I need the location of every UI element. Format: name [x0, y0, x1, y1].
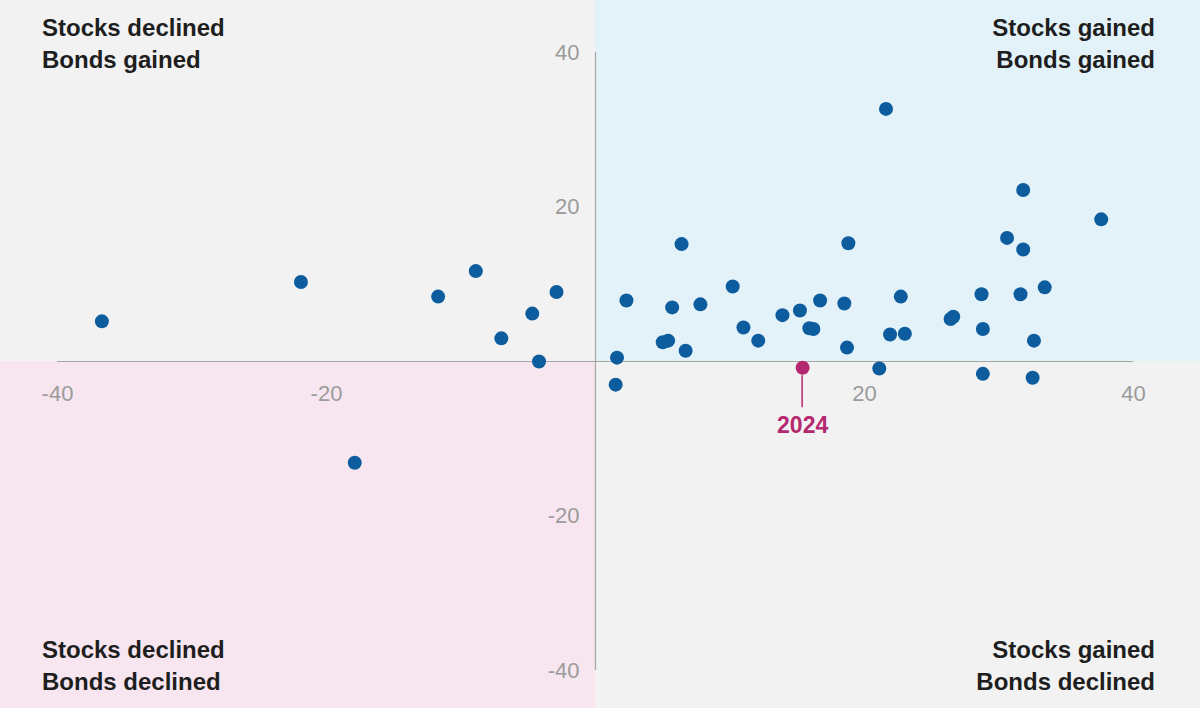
html-text:Stocks declined: Stocks declined: [42, 14, 225, 41]
svg-text:20: 20: [852, 381, 876, 406]
svg-text:2024: 2024: [777, 412, 828, 438]
html-text:Stocks gained: Stocks gained: [992, 14, 1155, 41]
html-text:Stocks declined: Stocks declined: [42, 636, 225, 663]
html-text:Bonds declined: Bonds declined: [976, 668, 1155, 695]
svg-text:-40: -40: [42, 381, 74, 406]
html-text:Bonds gained: Bonds gained: [996, 46, 1155, 73]
svg-text:-20: -20: [311, 381, 343, 406]
svg-text:40: 40: [1121, 381, 1145, 406]
html-text:Bonds gained: Bonds gained: [42, 46, 201, 73]
svg-text:-20: -20: [548, 503, 580, 528]
svg-text:20: 20: [555, 194, 579, 219]
html-text:Stocks gained: Stocks gained: [992, 636, 1155, 663]
svg-text:-40: -40: [548, 658, 580, 683]
html-text:Bonds declined: Bonds declined: [42, 668, 221, 695]
svg-text:40: 40: [555, 40, 579, 65]
